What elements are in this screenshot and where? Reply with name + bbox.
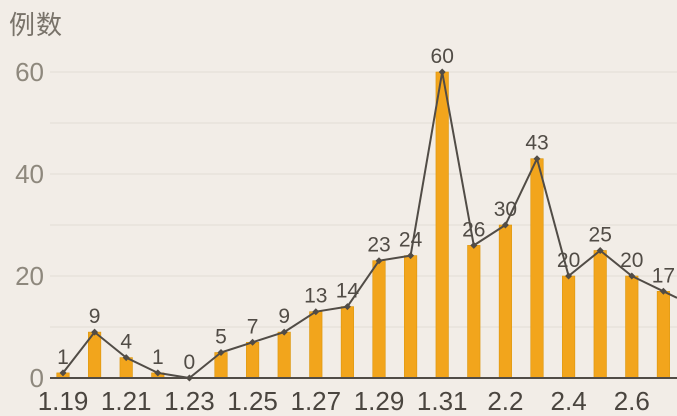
data-label: 26 [462,218,485,241]
bar [656,290,670,379]
point-marker [659,287,667,295]
data-label: 20 [557,249,580,272]
y-tick-label: 40 [15,159,44,189]
point-marker [375,257,383,265]
y-axis-title: 例数 [9,10,64,40]
bar [625,275,639,379]
x-tick-label: 1.29 [354,386,405,416]
data-label: 43 [525,132,548,155]
data-label: 14 [336,280,360,303]
x-tick-label: 2.4 [551,386,587,416]
point-marker [312,308,320,316]
bar [372,260,386,379]
data-label: 9 [89,305,101,328]
bar [309,311,323,379]
data-label: 24 [399,229,423,252]
data-label: 17 [652,264,675,287]
data-label: 30 [494,198,517,221]
data-label: 4 [120,331,132,354]
data-label: 60 [431,45,454,68]
point-marker [438,68,446,76]
point-marker [565,272,573,280]
point-marker [596,247,604,254]
data-label: 20 [620,249,643,272]
x-tick-label: 1.27 [290,386,341,416]
data-label: 0 [184,351,196,374]
y-tick-label: 0 [30,363,44,393]
x-tick-label: 1.25 [227,386,278,416]
bar [246,341,260,379]
bar [498,224,512,379]
point-marker [122,354,130,362]
x-tick-label: 1.19 [38,386,89,416]
bar [404,255,418,379]
point-marker [470,241,478,249]
bar [467,245,481,379]
x-tick-label: 2.2 [487,386,523,416]
y-tick-label: 60 [15,57,44,87]
point-marker [59,369,67,377]
data-label: 1 [152,346,164,369]
point-marker [280,328,288,336]
point-marker [249,338,257,346]
point-marker [91,328,99,336]
data-label: 7 [247,315,259,338]
x-tick-label: 1.23 [164,386,215,416]
bar [562,275,576,379]
point-marker [407,252,415,260]
point-marker [533,155,541,163]
bar [593,250,607,379]
y-tick-label: 20 [15,261,44,291]
point-marker [154,369,162,377]
x-tick-label: 1.31 [417,386,468,416]
x-tick-label: 1.21 [101,386,152,416]
data-label: 13 [304,285,327,308]
data-label: 1 [57,346,69,369]
x-tick-label: 2.6 [614,386,650,416]
point-marker [217,349,225,356]
data-label: 23 [367,234,390,257]
point-marker [501,221,509,229]
bar [340,306,354,379]
bar [435,71,449,379]
data-label: 25 [589,224,612,247]
point-marker [343,303,351,311]
bar [277,331,291,379]
data-label: 9 [278,305,290,328]
data-label: 5 [215,326,227,349]
bar [530,158,544,379]
point-marker [628,272,636,280]
